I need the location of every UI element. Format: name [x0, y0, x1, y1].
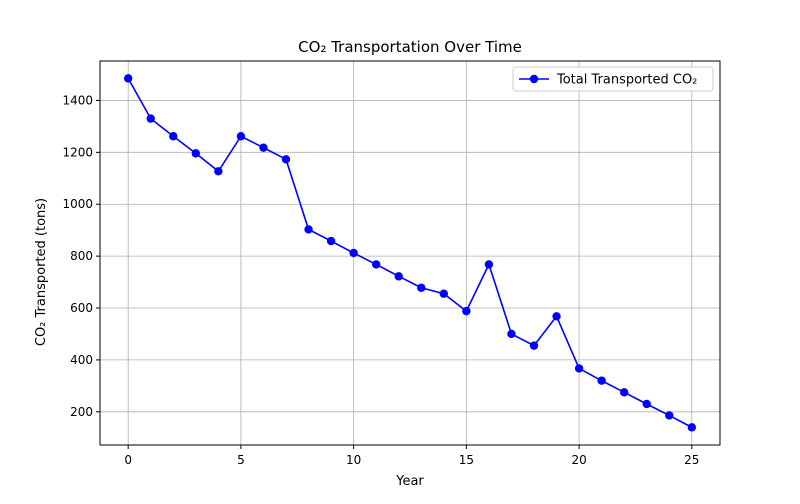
data-point: [214, 167, 223, 176]
y-tick-label: 800: [70, 249, 93, 263]
data-point: [507, 329, 516, 339]
x-tick-label: 0: [124, 453, 132, 467]
data-point: [123, 74, 133, 83]
x-tick-label: 15: [459, 453, 474, 467]
x-tick-label: 25: [684, 453, 699, 467]
axes-layer: 0 5 10 15 20 25 200 400 600 800 1000 1200 1400: [62, 60, 721, 467]
data-point: [484, 260, 494, 269]
y-tick-label: 200: [70, 405, 93, 419]
x-tick-label: 5: [237, 453, 245, 467]
y-tick-label: 1000: [62, 197, 93, 211]
data-point: [169, 132, 178, 141]
data-point: [326, 236, 336, 246]
x-tick-label: 20: [571, 453, 586, 467]
data-point: [642, 399, 651, 409]
data-point: [574, 364, 584, 373]
data-point: [462, 306, 471, 316]
data-point: [146, 114, 155, 123]
data-point: [665, 411, 674, 420]
y-tick-label: 1400: [62, 93, 93, 107]
y-tick-label: 1200: [62, 145, 93, 159]
grid-layer: [100, 61, 720, 445]
plot-frame: [99, 60, 721, 446]
series-layer: [123, 74, 697, 432]
x-tick-label: 10: [346, 453, 361, 467]
data-point: [259, 143, 268, 152]
data-point: [191, 149, 201, 158]
data-point: [304, 225, 313, 234]
data-point: [687, 423, 697, 432]
chart-title: CO₂ Transportation Over Time: [298, 38, 522, 56]
y-axis-label: CO₂ Transported (tons): [34, 198, 49, 346]
legend: Total Transported CO₂: [512, 66, 714, 92]
data-point: [597, 376, 606, 385]
data-point: [349, 248, 358, 258]
data-point: [281, 155, 291, 164]
legend-label: Total Transported CO₂: [556, 73, 697, 88]
x-axis-label: Year: [395, 474, 424, 489]
data-point: [236, 132, 246, 141]
series-line: [127, 77, 693, 429]
data-point: [439, 289, 449, 298]
legend-box: [512, 66, 714, 92]
data-point: [619, 388, 629, 397]
data-point: [552, 312, 561, 321]
data-point: [371, 260, 381, 269]
data-point: [529, 341, 539, 350]
y-tick-label: 600: [70, 301, 93, 315]
data-point: [417, 283, 426, 292]
y-tick-label: 400: [70, 353, 93, 367]
legend-marker-swatch: [529, 74, 539, 84]
data-point: [394, 272, 403, 281]
